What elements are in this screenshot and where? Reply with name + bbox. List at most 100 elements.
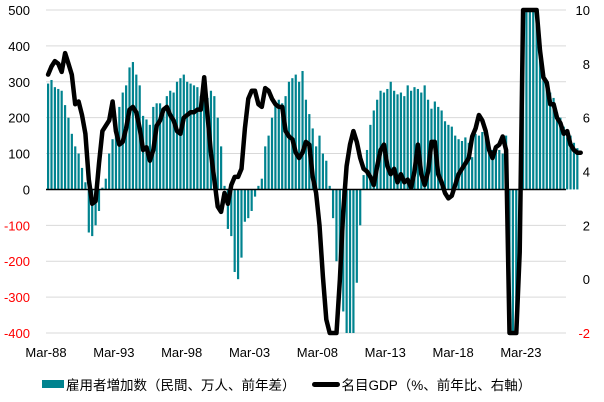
x-tick-label: Mar-93 (93, 345, 134, 360)
bar (352, 189, 355, 333)
bar (501, 153, 504, 190)
right-tick-label: 10 (576, 3, 590, 18)
bar (576, 148, 579, 190)
left-tick-label: -200 (4, 254, 30, 269)
legend: 雇用者増加数（民間、万人、前年差） 名目GDP（%、前年比、右軸） (42, 374, 547, 394)
x-axis: Mar-88 Mar-93 Mar-98 Mar-03 Mar-08 Mar-13 Mar-… (25, 345, 541, 360)
bar (260, 178, 263, 190)
bar (325, 160, 328, 190)
bar (532, 10, 535, 190)
bar (440, 110, 443, 190)
left-tick-label: -100 (4, 218, 30, 233)
bar (457, 139, 460, 190)
bar (257, 185, 260, 190)
bar (158, 103, 162, 190)
bar (94, 189, 97, 226)
bar (196, 87, 199, 190)
bar (416, 88, 419, 190)
bar (301, 71, 304, 190)
bar (477, 135, 481, 190)
left-tick-label: 300 (8, 75, 30, 90)
bar (226, 189, 230, 229)
bar (135, 74, 138, 190)
bar (331, 189, 335, 219)
left-tick-label: 500 (8, 3, 30, 18)
right-tick-label: -2 (578, 326, 590, 341)
bar (253, 189, 257, 197)
chart: 500 400 300 200 100 0 -100 -200 -300 -400 10 8 6 4 2 0… (4, 3, 590, 360)
bar (206, 97, 209, 190)
bar (450, 126, 453, 190)
bar (236, 189, 240, 280)
bar (389, 81, 392, 190)
bar (443, 121, 447, 190)
bar (131, 62, 135, 190)
bar (213, 96, 216, 190)
x-tick-label: Mar-08 (297, 345, 338, 360)
bar (494, 148, 498, 190)
bar-swatch-icon (42, 380, 64, 388)
right-tick-label: 6 (583, 111, 590, 126)
right-tick-label: 0 (583, 272, 590, 287)
line-series (45, 7, 583, 336)
bar (57, 88, 60, 190)
bar (355, 189, 358, 283)
bar (376, 99, 379, 190)
bar (420, 92, 423, 190)
bar (74, 146, 77, 190)
bar (230, 189, 233, 237)
bar (437, 106, 440, 190)
bar (281, 103, 284, 190)
bar (84, 182, 87, 190)
bar (233, 189, 236, 272)
bar (335, 189, 338, 262)
bar (413, 87, 416, 190)
bar (386, 88, 389, 190)
legend-item-line: 名目GDP（%、前年比、右軸） (311, 374, 532, 394)
bar (359, 189, 362, 226)
x-tick-label: Mar-03 (229, 345, 270, 360)
bar (572, 142, 576, 190)
bar (542, 71, 545, 190)
bar (396, 94, 399, 190)
bar (474, 133, 477, 190)
bar (471, 157, 474, 190)
bar (403, 96, 406, 190)
bar (566, 137, 569, 190)
bar (348, 189, 352, 333)
bar (345, 189, 348, 333)
x-tick-label: Mar-13 (365, 345, 406, 360)
bar (243, 189, 246, 222)
bar (80, 167, 84, 190)
bar (182, 74, 185, 190)
line-swatch-icon (311, 381, 340, 387)
bar (328, 185, 331, 190)
bar (362, 175, 365, 190)
bar (298, 81, 301, 190)
bar (552, 97, 555, 190)
left-tick-label: 100 (8, 147, 30, 162)
x-tick-label: Mar-98 (161, 345, 202, 360)
bar (87, 189, 90, 233)
bar (315, 146, 318, 190)
bar (369, 124, 372, 190)
bar (274, 103, 277, 190)
bar (186, 81, 189, 190)
right-tick-label: 4 (583, 165, 590, 180)
bar (555, 112, 559, 190)
legend-label-line: 名目GDP（%、前年比、右軸） (341, 378, 532, 393)
bar (70, 133, 73, 190)
bar (104, 178, 107, 190)
bar (141, 115, 145, 190)
bar (318, 135, 321, 190)
bar (549, 92, 552, 190)
x-tick-label: Mar-18 (433, 345, 474, 360)
bar (240, 189, 243, 258)
bar (220, 146, 223, 190)
bar (484, 137, 487, 190)
bar (291, 78, 294, 190)
bar (545, 81, 548, 190)
legend-label-bars: 雇用者増加数（民間、万人、前年差） (66, 378, 296, 393)
legend-item-bars: 雇用者増加数（民間、万人、前年差） (42, 374, 296, 394)
bar (321, 153, 324, 190)
